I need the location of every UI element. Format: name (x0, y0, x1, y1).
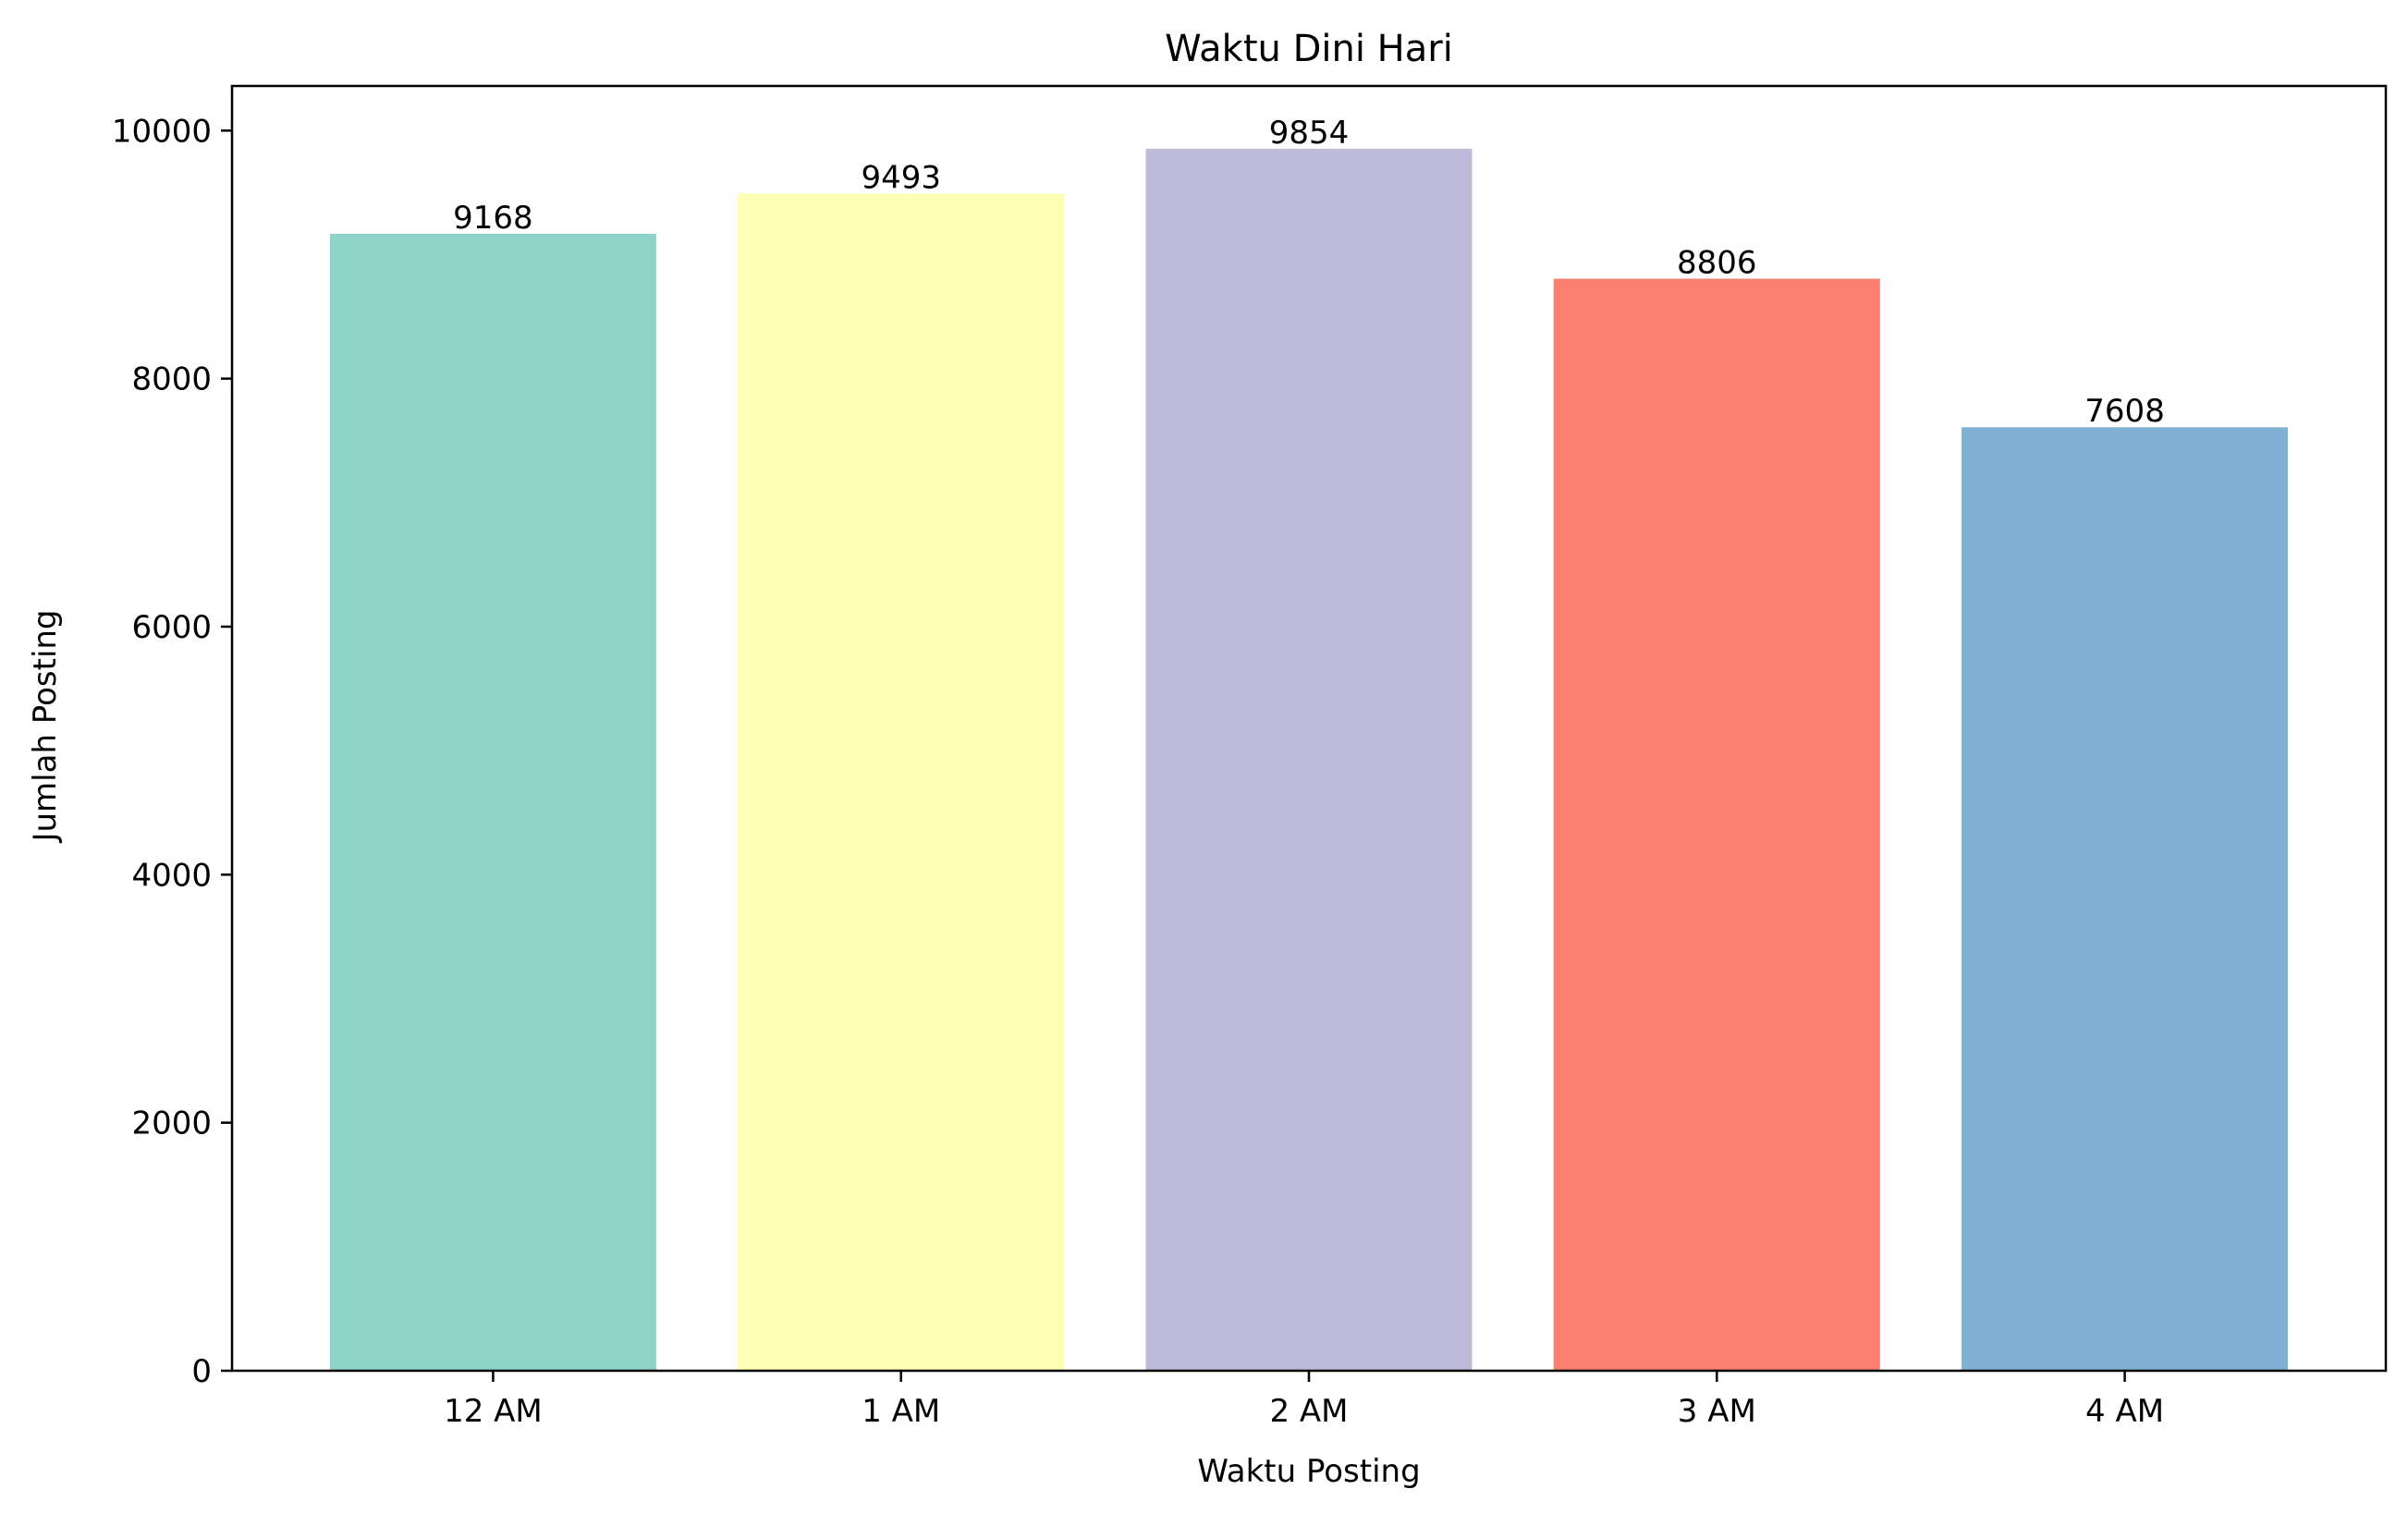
x-tick-label: 4 AM (2085, 1393, 2164, 1430)
bar-3-am (1553, 278, 1880, 1371)
data-labels-layer: 9168 9493 9854 8806 7608 (453, 115, 2165, 430)
data-label: 9168 (453, 200, 533, 237)
x-tick-label: 1 AM (862, 1393, 940, 1430)
x-tick-label: 3 AM (1678, 1393, 1756, 1430)
data-label: 8806 (1677, 245, 1757, 282)
x-axis-label: Waktu Posting (1197, 1453, 1420, 1490)
y-tick-label: 4000 (131, 857, 212, 894)
y-axis-ticks: 0 2000 4000 6000 8000 10000 (112, 113, 232, 1390)
y-tick-label: 8000 (131, 361, 212, 398)
x-axis-ticks: 12 AM 1 AM 2 AM 3 AM 4 AM (444, 1371, 2164, 1430)
bar-1-am (738, 193, 1065, 1371)
bar-4-am (1962, 427, 2289, 1371)
data-label: 7608 (2084, 393, 2165, 430)
x-tick-label: 12 AM (444, 1393, 543, 1430)
x-tick-label: 2 AM (1269, 1393, 1348, 1430)
y-axis-label: Jumlah Posting (27, 609, 64, 843)
bars-layer (329, 148, 2289, 1371)
bar-2-am (1145, 148, 1473, 1371)
data-label: 9493 (861, 159, 941, 196)
plot-frame (230, 84, 2388, 1373)
y-tick-label: 10000 (112, 113, 212, 150)
bar-12-am (329, 233, 656, 1371)
y-tick-label: 0 (191, 1353, 212, 1390)
y-tick-label: 2000 (131, 1105, 212, 1142)
y-tick-label: 6000 (131, 609, 212, 646)
chart-title: Waktu Dini Hari (1165, 28, 1453, 70)
data-label: 9854 (1269, 115, 1350, 152)
